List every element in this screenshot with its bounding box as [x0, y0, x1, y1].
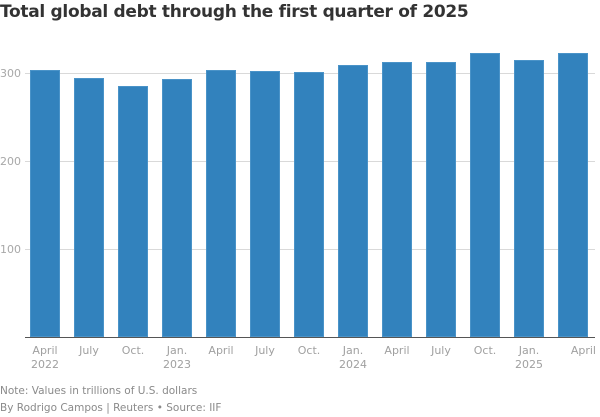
- x-tick-month: April: [208, 344, 234, 357]
- bar: [426, 62, 456, 337]
- x-tick-label: Jan. 2025: [504, 344, 554, 372]
- x-tick-month: July: [431, 344, 451, 357]
- bar: [30, 70, 60, 337]
- x-tick-label: Oct.: [108, 344, 158, 358]
- x-tick-label: Jan. 2023: [152, 344, 202, 372]
- x-tick-label: Oct.: [284, 344, 334, 358]
- bar: [206, 70, 236, 337]
- x-tick-month: Oct.: [297, 344, 321, 357]
- x-tick-label: April: [196, 344, 246, 358]
- x-tick-label: Oct.: [460, 344, 510, 358]
- x-tick-month: Jan.: [166, 344, 188, 357]
- x-tick-label: July: [64, 344, 114, 358]
- x-tick-label: April: [372, 344, 422, 358]
- x-tick-year: 2022: [31, 358, 59, 371]
- x-tick-label: July: [416, 344, 466, 358]
- y-tick-300: 300: [0, 67, 21, 80]
- chart-title: Total global debt through the first quar…: [0, 2, 469, 22]
- bar: [338, 65, 368, 337]
- x-tick-year: 2023: [163, 358, 191, 371]
- y-tick-100: 100: [0, 243, 21, 256]
- x-tick-month: July: [79, 344, 99, 357]
- x-tick-label: Jan. 2024: [328, 344, 378, 372]
- bar: [250, 71, 280, 337]
- bar: [294, 72, 324, 337]
- x-tick-month: July: [255, 344, 275, 357]
- bar: [470, 53, 500, 337]
- x-axis-baseline: [25, 337, 595, 338]
- bar: [162, 79, 192, 337]
- chart-note: Note: Values in trillions of U.S. dollar…: [0, 385, 198, 397]
- x-tick-year: 2024: [339, 358, 367, 371]
- y-tick-200: 200: [0, 155, 21, 168]
- bar: [514, 60, 544, 337]
- x-tick-month: Oct.: [121, 344, 145, 357]
- x-tick-month: Jan.: [518, 344, 540, 357]
- x-tick-month: Jan.: [342, 344, 364, 357]
- bar: [74, 78, 104, 337]
- x-tick-label: July: [240, 344, 290, 358]
- x-tick-label: April 2022: [20, 344, 70, 372]
- x-tick-year: 2025: [515, 358, 543, 371]
- x-tick-month: April: [570, 344, 596, 357]
- chart-credit: By Rodrigo Campos | Reuters • Source: II…: [0, 402, 222, 414]
- x-tick-month: April: [32, 344, 58, 357]
- x-tick-month: April: [384, 344, 410, 357]
- bar: [118, 86, 148, 337]
- x-tick-label: April: [546, 344, 596, 358]
- bar: [382, 62, 412, 337]
- bar: [558, 53, 588, 337]
- x-tick-month: Oct.: [473, 344, 497, 357]
